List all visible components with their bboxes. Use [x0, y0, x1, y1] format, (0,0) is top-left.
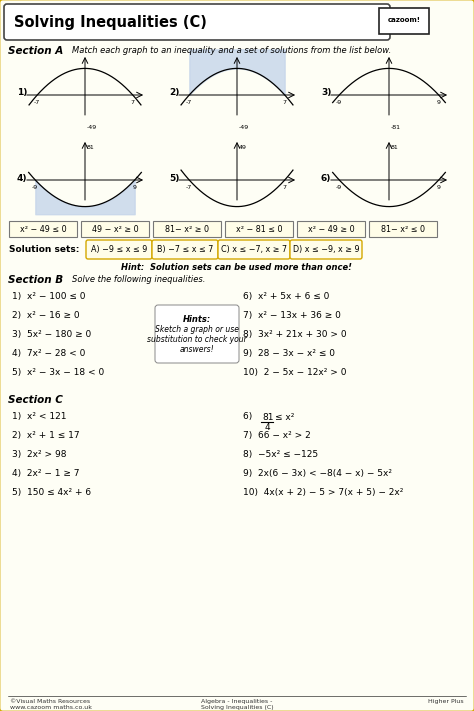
Text: 9: 9 — [437, 185, 441, 190]
Text: C) x ≤ −7, x ≥ 7: C) x ≤ −7, x ≥ 7 — [221, 245, 287, 254]
Text: 10)  2 − 5x − 12x² > 0: 10) 2 − 5x − 12x² > 0 — [243, 368, 346, 377]
Text: Hints:: Hints: — [183, 315, 211, 324]
Text: 6): 6) — [321, 173, 331, 183]
Text: Solving Inequalities (C): Solving Inequalities (C) — [14, 16, 207, 31]
Text: 1)  x² < 121: 1) x² < 121 — [12, 412, 66, 421]
FancyBboxPatch shape — [9, 221, 77, 237]
Text: 3)  5x² − 180 ≥ 0: 3) 5x² − 180 ≥ 0 — [12, 330, 91, 339]
Text: 6): 6) — [243, 412, 258, 421]
Text: 4: 4 — [265, 423, 271, 432]
Text: 9)  2x(6 − 3x) < −8(4 − x) − 5x²: 9) 2x(6 − 3x) < −8(4 − x) − 5x² — [243, 469, 392, 478]
Text: 3): 3) — [321, 88, 331, 97]
Text: 49 − x² ≥ 0: 49 − x² ≥ 0 — [91, 225, 138, 233]
Text: -49: -49 — [239, 124, 249, 129]
Text: 7: 7 — [283, 100, 287, 105]
Text: ≤ x²: ≤ x² — [275, 413, 294, 422]
Text: 1): 1) — [17, 88, 27, 97]
Text: -9: -9 — [336, 185, 342, 190]
Text: 4)  2x² − 1 ≥ 7: 4) 2x² − 1 ≥ 7 — [12, 469, 80, 478]
Text: 9: 9 — [437, 100, 441, 105]
Text: 81: 81 — [391, 146, 399, 151]
Text: Sketch a graph or use: Sketch a graph or use — [155, 325, 239, 334]
Text: 3)  2x² > 98: 3) 2x² > 98 — [12, 450, 66, 459]
Text: 9)  28 − 3x − x² ≤ 0: 9) 28 − 3x − x² ≤ 0 — [243, 349, 335, 358]
Text: answers!: answers! — [180, 345, 214, 354]
FancyBboxPatch shape — [369, 221, 437, 237]
Text: 9: 9 — [133, 185, 137, 190]
Text: 81− x² ≥ 0: 81− x² ≥ 0 — [165, 225, 209, 233]
Text: cazoom!: cazoom! — [388, 17, 420, 23]
Text: 1)  x² − 100 ≤ 0: 1) x² − 100 ≤ 0 — [12, 292, 85, 301]
Text: 6)  x² + 5x + 6 ≤ 0: 6) x² + 5x + 6 ≤ 0 — [243, 292, 329, 301]
FancyBboxPatch shape — [4, 4, 390, 40]
Text: 7: 7 — [283, 185, 287, 190]
Text: x² − 49 ≥ 0: x² − 49 ≥ 0 — [308, 225, 354, 233]
FancyBboxPatch shape — [152, 240, 218, 259]
Text: 4): 4) — [17, 173, 27, 183]
Text: 81: 81 — [262, 413, 273, 422]
Text: Higher Plus: Higher Plus — [428, 699, 464, 704]
Text: 8)  −5x² ≤ −125: 8) −5x² ≤ −125 — [243, 450, 318, 459]
Text: D) x ≤ −9, x ≥ 9: D) x ≤ −9, x ≥ 9 — [292, 245, 359, 254]
Text: 10)  4x(x + 2) − 5 > 7(x + 5) − 2x²: 10) 4x(x + 2) − 5 > 7(x + 5) − 2x² — [243, 488, 403, 497]
Text: -7: -7 — [186, 185, 192, 190]
Text: Algebra - Inequalities -
Solving Inequalities (C): Algebra - Inequalities - Solving Inequal… — [201, 699, 273, 710]
Text: 8)  3x² + 21x + 30 > 0: 8) 3x² + 21x + 30 > 0 — [243, 330, 346, 339]
Text: 5)  x² − 3x − 18 < 0: 5) x² − 3x − 18 < 0 — [12, 368, 104, 377]
Text: 5): 5) — [169, 173, 179, 183]
Text: 49: 49 — [239, 146, 247, 151]
FancyBboxPatch shape — [218, 240, 290, 259]
Text: -9: -9 — [32, 185, 38, 190]
Text: Solve the following inequalities.: Solve the following inequalities. — [72, 275, 205, 284]
Text: -7: -7 — [186, 100, 192, 105]
Text: 7)  66 − x² > 2: 7) 66 − x² > 2 — [243, 431, 311, 440]
Text: 81: 81 — [87, 146, 95, 151]
Text: B) −7 ≤ x ≤ 7: B) −7 ≤ x ≤ 7 — [157, 245, 213, 254]
FancyBboxPatch shape — [155, 305, 239, 363]
Text: Match each graph to an inequality and a set of solutions from the list below.: Match each graph to an inequality and a … — [72, 46, 391, 55]
Text: 81− x² ≤ 0: 81− x² ≤ 0 — [381, 225, 425, 233]
Text: -9: -9 — [336, 100, 342, 105]
Text: 2)  x² + 1 ≤ 17: 2) x² + 1 ≤ 17 — [12, 431, 80, 440]
Text: 7: 7 — [131, 100, 135, 105]
Text: -81: -81 — [391, 124, 401, 129]
Text: x² − 49 ≤ 0: x² − 49 ≤ 0 — [20, 225, 66, 233]
Text: -49: -49 — [87, 124, 97, 129]
Text: substitution to check your: substitution to check your — [147, 335, 247, 344]
Text: 7)  x² − 13x + 36 ≥ 0: 7) x² − 13x + 36 ≥ 0 — [243, 311, 341, 320]
FancyBboxPatch shape — [81, 221, 149, 237]
Text: 5)  150 ≤ 4x² + 6: 5) 150 ≤ 4x² + 6 — [12, 488, 91, 497]
Text: Hint:  Solution sets can be used more than once!: Hint: Solution sets can be used more tha… — [121, 263, 353, 272]
Text: Solution sets:: Solution sets: — [9, 245, 79, 255]
FancyBboxPatch shape — [153, 221, 221, 237]
Text: 2)  x² − 16 ≥ 0: 2) x² − 16 ≥ 0 — [12, 311, 80, 320]
Text: -7: -7 — [34, 100, 40, 105]
Text: Section A: Section A — [8, 46, 63, 56]
Text: 2): 2) — [169, 88, 179, 97]
FancyBboxPatch shape — [290, 240, 362, 259]
Text: A) −9 ≤ x ≤ 9: A) −9 ≤ x ≤ 9 — [91, 245, 147, 254]
FancyBboxPatch shape — [225, 221, 293, 237]
Text: x² − 81 ≤ 0: x² − 81 ≤ 0 — [236, 225, 282, 233]
FancyBboxPatch shape — [379, 8, 429, 34]
FancyBboxPatch shape — [297, 221, 365, 237]
Text: Section B: Section B — [8, 275, 63, 285]
Text: Section C: Section C — [8, 395, 63, 405]
FancyBboxPatch shape — [86, 240, 152, 259]
Text: ©Visual Maths Resources
www.cazoom maths.co.uk: ©Visual Maths Resources www.cazoom maths… — [10, 699, 92, 710]
Text: 4)  7x² − 28 < 0: 4) 7x² − 28 < 0 — [12, 349, 85, 358]
